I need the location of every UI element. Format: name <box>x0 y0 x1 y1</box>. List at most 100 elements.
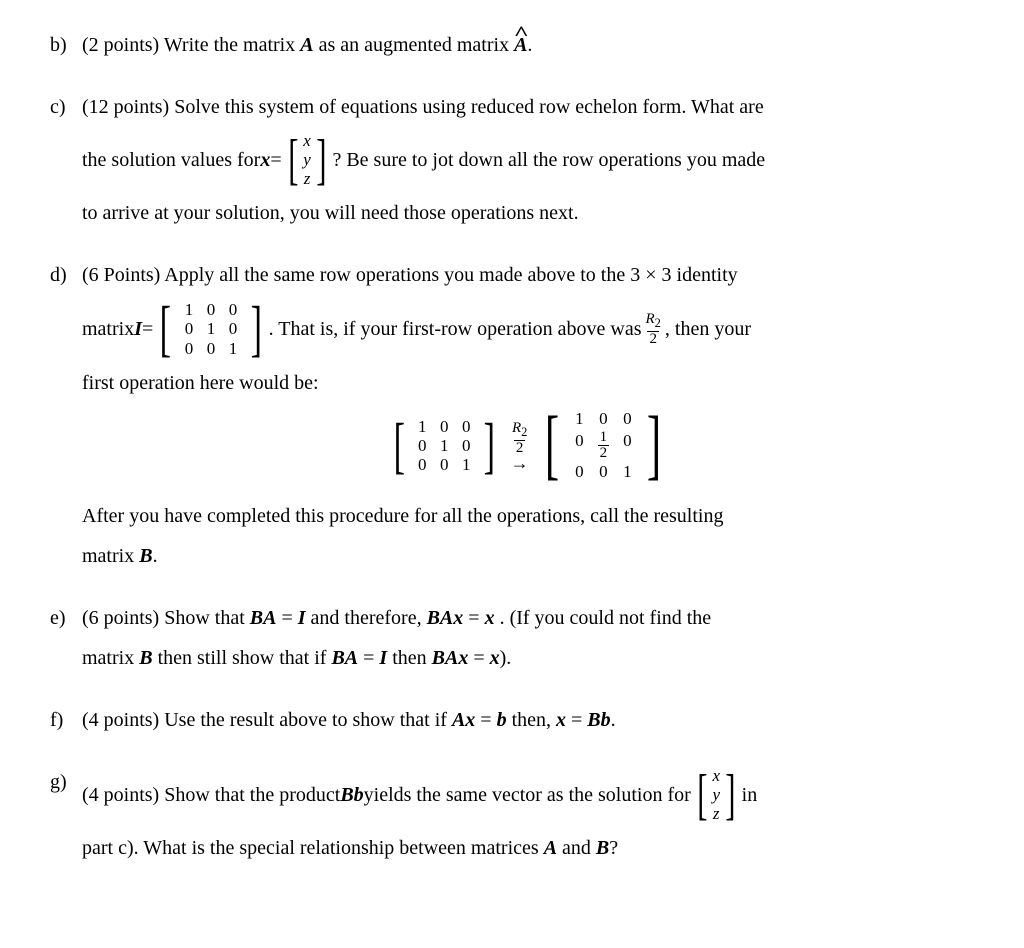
vec-x: x <box>303 132 311 150</box>
q-f-t3: . <box>611 709 616 731</box>
question-g: g) (4 points) Show that the product Bb y… <box>50 767 974 873</box>
rbracket-icon: ] <box>484 417 495 475</box>
question-c-label: c) <box>50 92 82 238</box>
q-g-vec: [ x y z ] <box>693 767 740 823</box>
q-f-t2: then, <box>512 709 556 731</box>
q-b-points: (2 points) <box>82 34 159 56</box>
q-e-x2: x <box>490 647 500 669</box>
q-f-eq1: = <box>480 709 496 731</box>
q-d-l2b: . That is, if your first-row operation a… <box>269 314 642 344</box>
lbracket-icon: [ <box>160 300 171 358</box>
frac-num-R: R <box>512 420 521 436</box>
question-e-body: (6 points) Show that BA = I and therefor… <box>82 603 974 683</box>
r2-over-2: R2 2 <box>643 312 662 347</box>
m-cell: 1 <box>222 339 244 358</box>
lbracket-icon: [ <box>545 408 559 483</box>
q-c-l1: Solve this system of equations using red… <box>174 96 763 118</box>
question-d-body: (6 Points) Apply all the same row operat… <box>82 260 974 581</box>
q-g-and: and <box>562 837 596 859</box>
m-cell: 0 <box>591 408 615 430</box>
q-c-bx: x <box>260 145 270 175</box>
q-g-t2: yields the same vector as the solution f… <box>364 780 691 810</box>
q-e-B: B <box>139 647 152 669</box>
lbracket-icon: [ <box>393 417 404 475</box>
m-cell: 0 <box>411 436 433 455</box>
q-e-l2a: matrix <box>82 647 139 669</box>
q-e-BA: BA <box>250 607 277 629</box>
q-e-l2c: then <box>392 647 431 669</box>
q-g-B: B <box>596 837 609 859</box>
m-cell: 0 <box>455 417 477 436</box>
q-e-eq2: = <box>468 607 484 629</box>
frac-sub: 2 <box>521 425 527 439</box>
q-e-I: I <box>298 607 306 629</box>
q-c-vec: [ x y z ] <box>284 132 331 188</box>
m-cell: 0 <box>615 430 639 461</box>
q-c-l3: to arrive at your solution, you will nee… <box>82 202 579 224</box>
rbracket-icon: ] <box>647 408 661 483</box>
m-cell: 0 <box>567 461 591 483</box>
vec-y: y <box>712 786 720 804</box>
vec-z: z <box>712 805 720 823</box>
q-e-t3: . (If you could not find the <box>500 607 712 629</box>
q-g-Bb: Bb <box>340 780 363 810</box>
q-d-points: (6 Points) <box>82 264 160 286</box>
question-b-body: (2 points) Write the matrix A as an augm… <box>82 30 974 70</box>
question-f-body: (4 points) Use the result above to show … <box>82 705 974 745</box>
m-cell: 0 <box>433 455 455 474</box>
m-cell: 1 <box>567 408 591 430</box>
lbracket-icon: [ <box>697 767 707 823</box>
q-g-t1: Show that the product <box>164 780 340 810</box>
q-e-BAx2: BAx <box>432 647 469 669</box>
q-f-x: x <box>556 709 566 731</box>
q-d-after2a: matrix <box>82 545 139 567</box>
m-cell: 0 <box>433 417 455 436</box>
q-e-t2: and therefore, <box>311 607 427 629</box>
question-g-label: g) <box>50 767 82 873</box>
question-e-label: e) <box>50 603 82 683</box>
q-g-q: ? <box>609 837 618 859</box>
q-d-l1: Apply all the same row operations you ma… <box>164 264 737 286</box>
q-d-eq1: = <box>142 314 153 344</box>
q-e-l2b: then still show that if <box>158 647 332 669</box>
m-cell: 0 <box>222 300 244 319</box>
row-op-arrow: R2 2 → <box>508 421 531 470</box>
frac-den: 2 <box>647 331 659 347</box>
vec-y: y <box>303 151 311 169</box>
rbracket-icon: ] <box>725 767 735 823</box>
q-g-l2: part c). What is the special relationshi… <box>82 837 544 859</box>
m-cell: 0 <box>200 339 222 358</box>
q-d-after1: After you have completed this procedure … <box>82 505 723 527</box>
q-f-Bb: Bb <box>587 709 610 731</box>
m-cell: 0 <box>615 408 639 430</box>
q-e-l2d: ). <box>500 647 512 669</box>
m-cell: 1 <box>411 417 433 436</box>
m-cell: 1 <box>178 300 200 319</box>
q-d-l2a: matrix <box>82 314 134 344</box>
lbracket-icon: [ <box>288 132 298 188</box>
question-c: c) (12 points) Solve this system of equa… <box>50 92 974 238</box>
q-d-after2b: . <box>153 545 158 567</box>
q-d-l2c: , then your <box>665 314 751 344</box>
q-f-eq2: = <box>571 709 587 731</box>
m-cell-half: 12 <box>591 430 615 461</box>
m-cell: 1 <box>615 461 639 483</box>
q-b-A: A <box>300 34 313 56</box>
question-e: e) (6 points) Show that BA = I and there… <box>50 603 974 683</box>
q-g-A: A <box>544 837 557 859</box>
m-cell: 0 <box>178 339 200 358</box>
q-e-points: (6 points) <box>82 607 159 629</box>
question-b-label: b) <box>50 30 82 70</box>
q-c-eq: = <box>270 145 281 175</box>
question-g-body: (4 points) Show that the product Bb yiel… <box>82 767 974 873</box>
q-c-l2b: ? Be sure to jot down all the row operat… <box>332 145 765 175</box>
q-e-x: x <box>485 607 495 629</box>
result-matrix: [ 100 0120 001 ] <box>539 408 667 483</box>
question-d: d) (6 Points) Apply all the same row ope… <box>50 260 974 581</box>
q-e-BA2: BA <box>331 647 358 669</box>
m-cell: 0 <box>455 436 477 455</box>
rbracket-icon: ] <box>316 132 326 188</box>
q-c-points: (12 points) <box>82 96 169 118</box>
rbracket-icon: ] <box>251 300 262 358</box>
question-f: f) (4 points) Use the result above to sh… <box>50 705 974 745</box>
